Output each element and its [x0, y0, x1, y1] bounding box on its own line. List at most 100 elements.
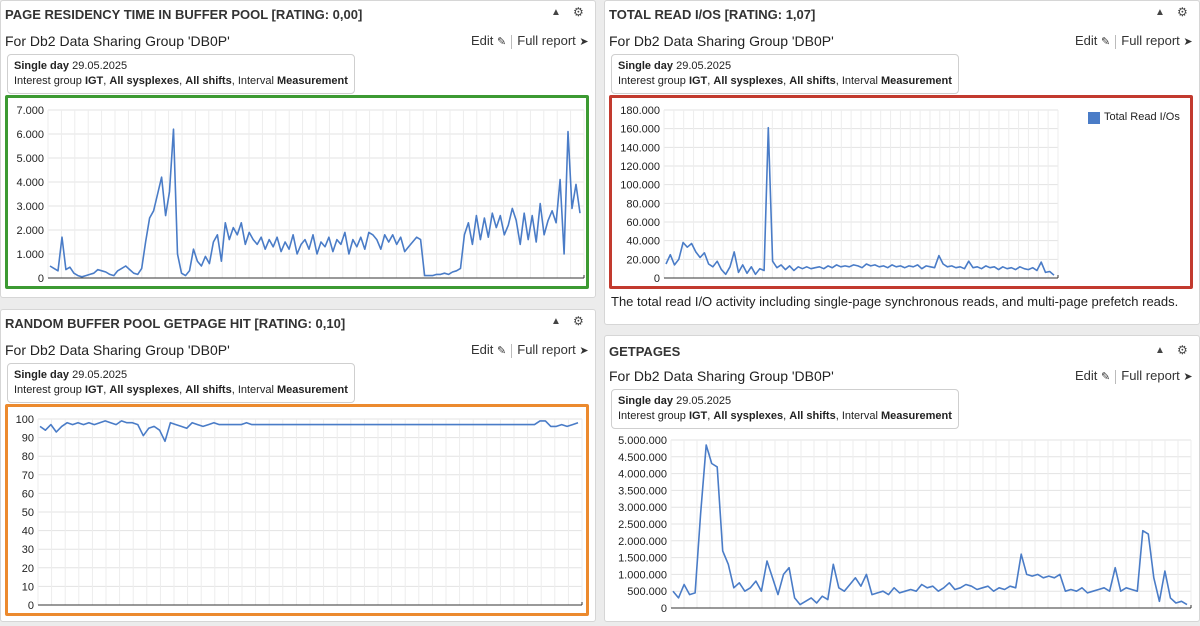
- chart-frame-getpage-hit: 0 10 20 30 40 50 60 70 80 90 100: [5, 404, 589, 616]
- gear-icon[interactable]: ⚙: [1177, 5, 1188, 19]
- info-interval-label: , Interval: [231, 384, 277, 396]
- info-date: 29.05.2025: [673, 60, 732, 72]
- full-report-label: Full report: [517, 342, 576, 357]
- y-tick-label: 40.000: [626, 236, 660, 248]
- info-interval: Measurement: [276, 75, 348, 87]
- info-ig: IGT: [84, 75, 104, 87]
- edit-link[interactable]: Edit ✎: [471, 342, 506, 357]
- info-shifts: All shifts: [185, 384, 232, 396]
- edit-link[interactable]: Edit ✎: [1075, 368, 1110, 383]
- panel-subtitle: For Db2 Data Sharing Group 'DB0P': [609, 33, 834, 49]
- series-line: [49, 128, 581, 278]
- y-tick-label: 160.000: [620, 124, 660, 136]
- info-ig-label: Interest group: [14, 384, 85, 396]
- panel-title: GETPAGES: [609, 344, 681, 359]
- y-tick-label: 4.500.000: [618, 452, 667, 464]
- arrow-circle-right-icon: ➤: [1183, 371, 1193, 383]
- collapse-icon[interactable]: ▲: [1155, 7, 1165, 18]
- info-sysplexes: All sysplexes: [109, 75, 180, 87]
- edit-label: Edit: [471, 342, 494, 357]
- series-line: [665, 126, 1055, 276]
- gear-icon[interactable]: ⚙: [1177, 343, 1188, 357]
- chart-getpage-hit: 0 10 20 30 40 50 60 70 80 90 100: [16, 414, 583, 612]
- gear-icon[interactable]: ⚙: [573, 5, 584, 19]
- info-interval: Measurement: [880, 75, 952, 87]
- panel-actions: Edit ✎ Full report ➤: [471, 33, 589, 49]
- collapse-icon[interactable]: ▲: [1155, 345, 1165, 356]
- y-tick-label: 0: [38, 273, 44, 285]
- full-report-link[interactable]: Full report ➤: [1121, 33, 1192, 48]
- info-ig: IGT: [688, 410, 708, 422]
- panel-title: RANDOM BUFFER POOL GETPAGE HIT [RATING: …: [5, 316, 346, 331]
- info-sysplexes: All sysplexes: [109, 384, 180, 396]
- filter-info-box: Single day 29.05.2025 Interest group IGT…: [611, 389, 959, 429]
- chart-description: The total read I/O activity including si…: [611, 294, 1179, 309]
- y-tick-label: 80.000: [626, 198, 660, 210]
- y-tick-label: 10: [22, 581, 34, 593]
- full-report-link[interactable]: Full report ➤: [1121, 368, 1192, 383]
- edit-label: Edit: [1075, 33, 1098, 48]
- info-ig-label: Interest group: [618, 410, 689, 422]
- info-shifts: All shifts: [185, 75, 232, 87]
- info-interval-label: , Interval: [835, 75, 881, 87]
- y-tick-label: 500.000: [627, 586, 667, 598]
- divider: [1115, 369, 1117, 384]
- arrow-circle-right-icon: ➤: [579, 345, 589, 357]
- legend-label[interactable]: Total Read I/Os: [1104, 111, 1180, 123]
- y-tick-label: 100: [16, 414, 34, 426]
- edit-link[interactable]: Edit ✎: [1075, 33, 1110, 48]
- y-tick-label: 5.000.000: [618, 435, 667, 447]
- panel-subtitle: For Db2 Data Sharing Group 'DB0P': [5, 33, 230, 49]
- collapse-icon[interactable]: ▲: [551, 316, 561, 327]
- y-tick-label: 70: [22, 470, 34, 482]
- panel-actions: Edit ✎ Full report ➤: [1075, 33, 1193, 49]
- chart-residency: 0 1.000 2.000 3.000 4.000 5.000 6.000 7.000: [16, 105, 585, 285]
- gear-icon[interactable]: ⚙: [573, 314, 584, 328]
- info-period-label: Single day: [14, 369, 70, 381]
- panel-title: TOTAL READ I/OS [RATING: 1,07]: [609, 7, 816, 22]
- arrow-circle-right-icon: ➤: [579, 36, 589, 48]
- panel-title: PAGE RESIDENCY TIME IN BUFFER POOL [RATI…: [5, 7, 363, 22]
- divider: [511, 343, 513, 358]
- full-report-link[interactable]: Full report ➤: [517, 342, 588, 357]
- filter-info-box: Single day 29.05.2025 Interest group IGT…: [7, 54, 355, 94]
- y-tick-label: 30: [22, 544, 34, 556]
- full-report-link[interactable]: Full report ➤: [517, 33, 588, 48]
- info-interval: Measurement: [276, 384, 348, 396]
- edit-label: Edit: [1075, 368, 1098, 383]
- info-shifts: All shifts: [789, 75, 836, 87]
- y-tick-label: 2.000.000: [618, 536, 667, 548]
- edit-icon: ✎: [497, 345, 507, 357]
- info-period-label: Single day: [618, 395, 674, 407]
- edit-link[interactable]: Edit ✎: [471, 33, 506, 48]
- y-tick-label: 3.000: [16, 201, 44, 213]
- panel-subtitle: For Db2 Data Sharing Group 'DB0P': [609, 368, 834, 384]
- y-tick-label: 80: [22, 451, 34, 463]
- y-tick-label: 60: [22, 488, 34, 500]
- y-tick-label: 2.000: [16, 225, 44, 237]
- panel-actions: Edit ✎ Full report ➤: [471, 342, 589, 358]
- chart-getpages: 0 500.000 1.000.000 1.500.000 2.000.000 2.500…: [618, 435, 1192, 615]
- info-ig-label: Interest group: [618, 75, 689, 87]
- info-shifts: All shifts: [789, 410, 836, 422]
- y-tick-label: 180.000: [620, 105, 660, 117]
- y-tick-label: 40: [22, 526, 34, 538]
- chart-read-ios: 0 20.000 40.000 60.000 80.000 100.000 120.000 1…: [620, 105, 1059, 285]
- y-tick-label: 140.000: [620, 142, 660, 154]
- y-tick-label: 20.000: [626, 254, 660, 266]
- info-ig: IGT: [84, 384, 104, 396]
- full-report-label: Full report: [1121, 368, 1180, 383]
- info-sysplexes: All sysplexes: [713, 410, 784, 422]
- y-tick-label: 0: [28, 600, 34, 612]
- collapse-icon[interactable]: ▲: [551, 7, 561, 18]
- y-tick-label: 0: [654, 273, 660, 285]
- y-tick-label: 1.000: [16, 249, 44, 261]
- full-report-label: Full report: [517, 33, 576, 48]
- info-period-label: Single day: [14, 60, 70, 72]
- y-tick-label: 5.000: [16, 153, 44, 165]
- panel-page-residency: PAGE RESIDENCY TIME IN BUFFER POOL [RATI…: [0, 0, 596, 298]
- y-tick-label: 100.000: [620, 180, 660, 192]
- series-line: [672, 444, 1188, 606]
- y-tick-label: 3.000.000: [618, 502, 667, 514]
- info-date: 29.05.2025: [673, 395, 732, 407]
